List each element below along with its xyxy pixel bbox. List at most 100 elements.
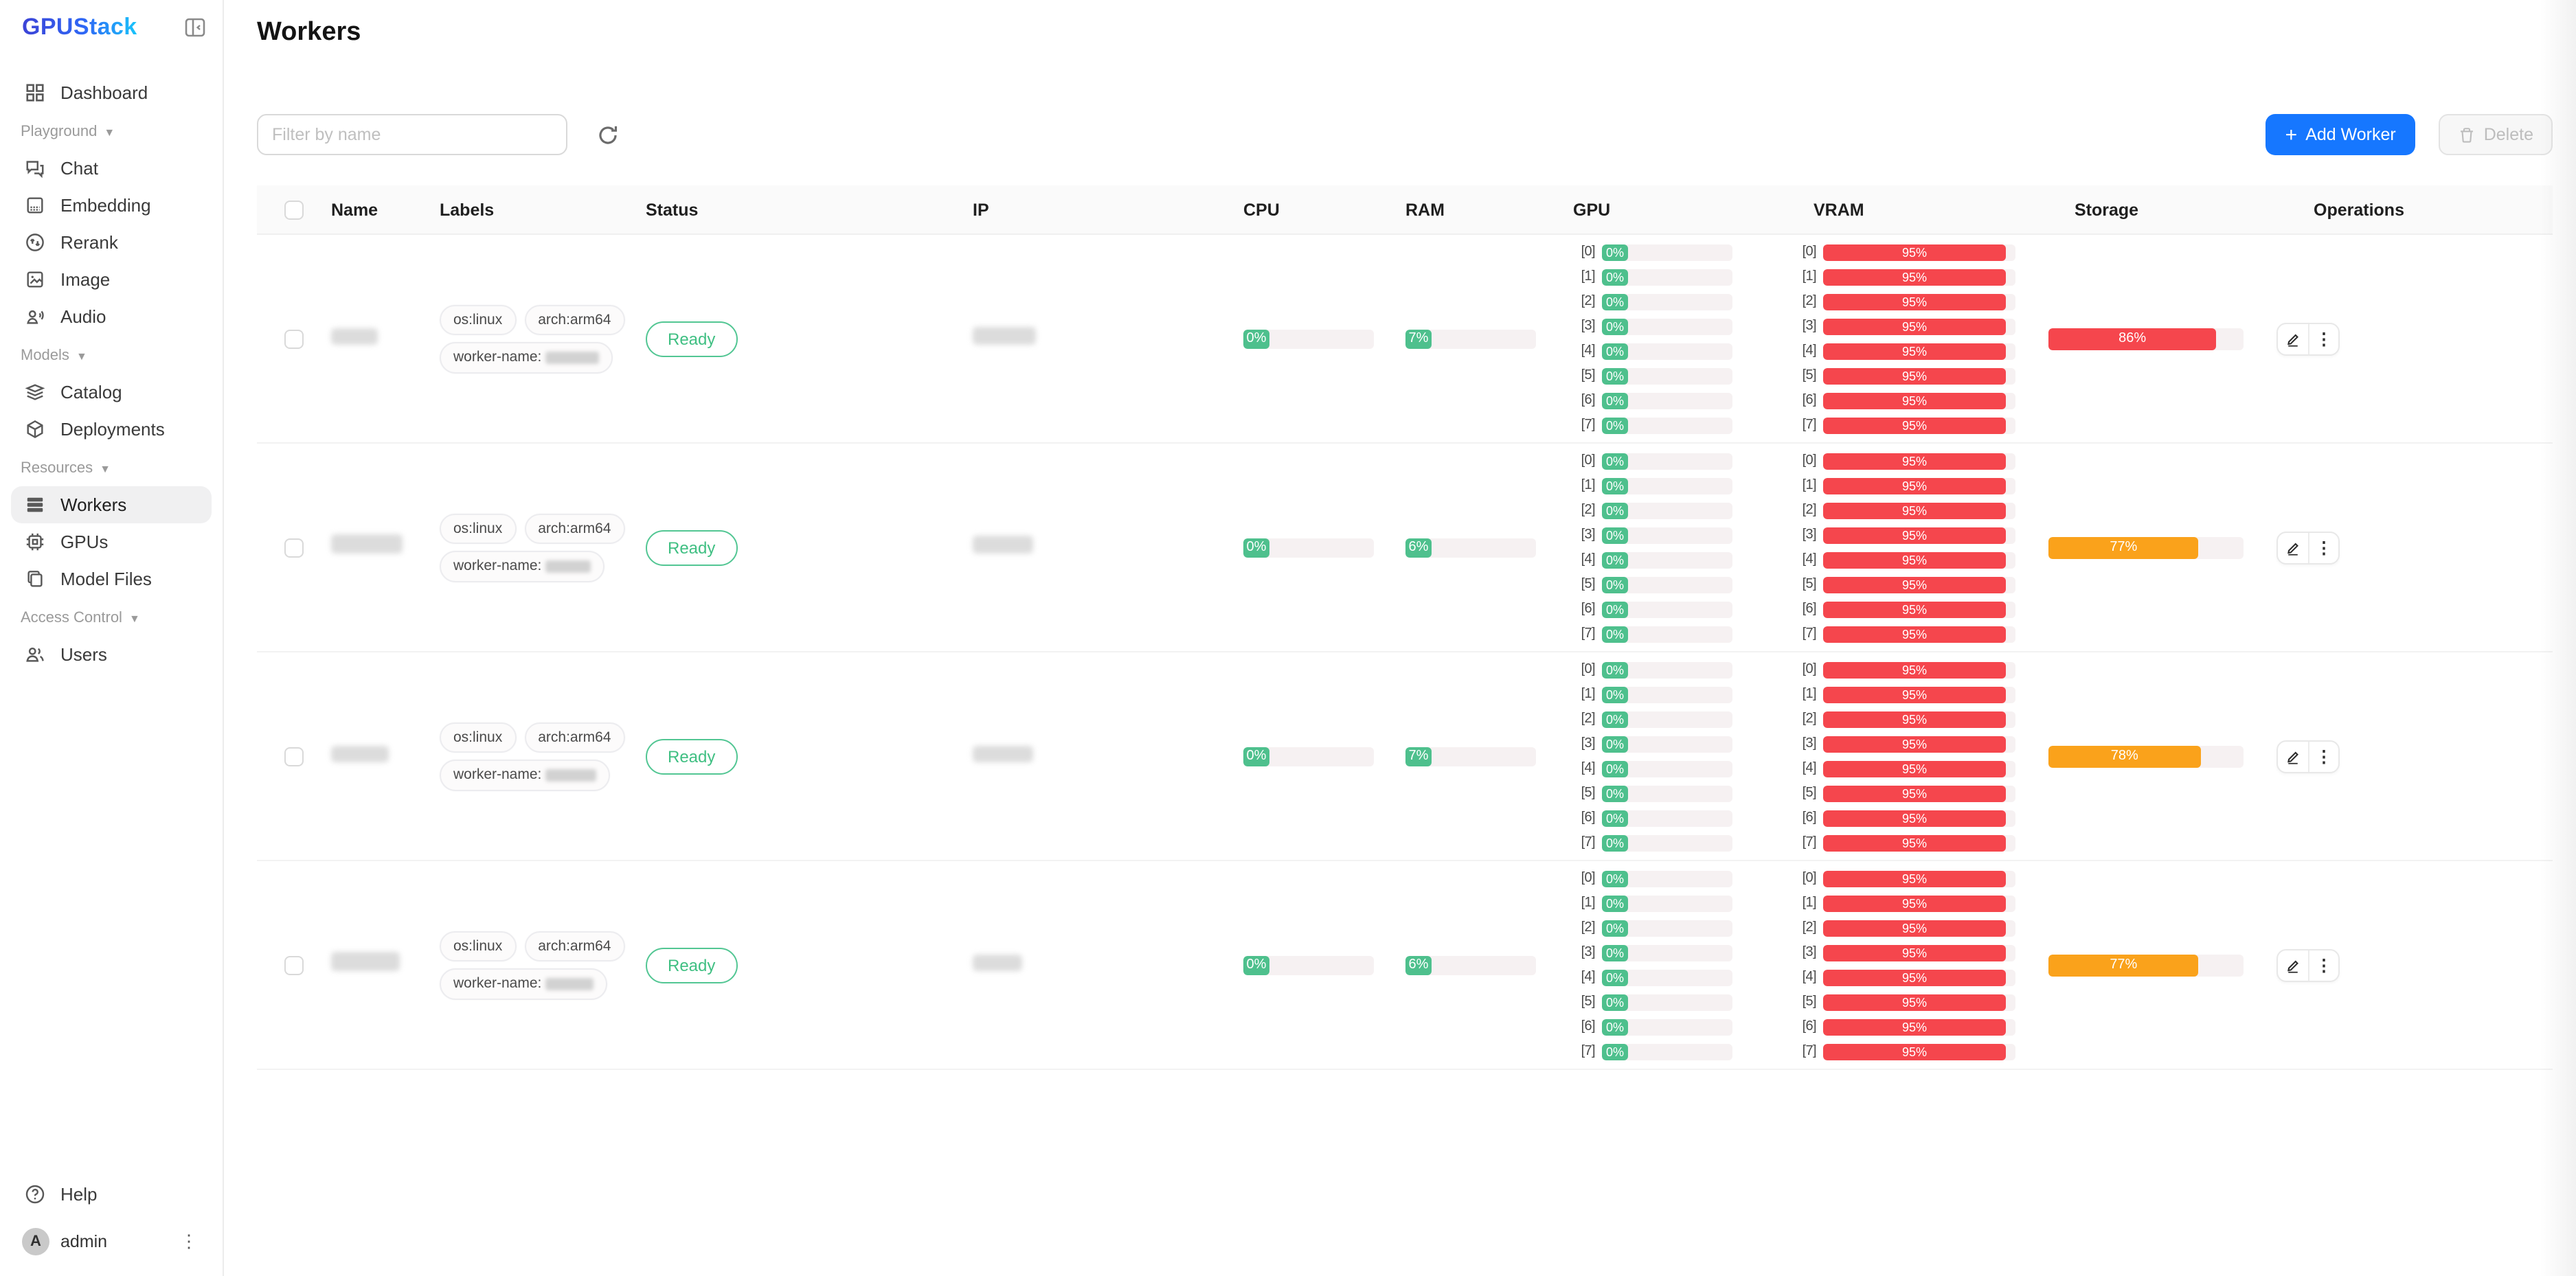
gpu-line: [6] 0% bbox=[1573, 810, 1794, 826]
vram-utilization-bar: 95% bbox=[1823, 1018, 2015, 1035]
storage-utilization-bar: 78% bbox=[2048, 745, 2244, 767]
col-header-status: Status bbox=[646, 200, 699, 219]
user-menu-kebab-icon[interactable]: ⋮ bbox=[180, 1231, 198, 1251]
ram-utilization-bar-fill: 6% bbox=[1405, 538, 1432, 557]
sidebar-item-dashboard[interactable]: Dashboard bbox=[11, 74, 212, 111]
vram-line: [2] 95% bbox=[1794, 920, 2048, 936]
gpu-utilization-bar: 0% bbox=[1602, 626, 1732, 642]
operations-cell: ⋮ bbox=[2276, 740, 2553, 773]
more-actions-button[interactable]: ⋮ bbox=[2308, 323, 2338, 354]
nav-group-resources[interactable]: Resources ▼ bbox=[21, 460, 111, 477]
sidebar-item-gpus[interactable]: GPUs bbox=[11, 523, 212, 560]
gpu-utilization-bar: 0% bbox=[1602, 760, 1732, 777]
row-checkbox[interactable] bbox=[284, 538, 304, 557]
row-checkbox[interactable] bbox=[284, 747, 304, 766]
ip-redacted bbox=[973, 954, 1022, 970]
edit-button[interactable] bbox=[2278, 532, 2308, 562]
gpu-utilization-bar-fill: 0% bbox=[1602, 686, 1628, 703]
sidebar-item-embedding[interactable]: Embedding bbox=[11, 187, 212, 224]
labels-cell: os:linux arch:arm64 worker-name: bbox=[440, 513, 646, 582]
gpu-cell: [0] 0% [1] 0% [2] 0% [3] 0% [4] 0% [5] 0% [6] 0% [7] 0% bbox=[1573, 244, 1794, 433]
sidebar-item-deployments[interactable]: Deployments bbox=[11, 411, 212, 448]
sidebar-item-label: Image bbox=[60, 269, 111, 290]
sidebar-item-rerank[interactable]: Rerank bbox=[11, 224, 212, 261]
sidebar-item-catalog[interactable]: Catalog bbox=[11, 374, 212, 411]
vram-line: [6] 95% bbox=[1794, 392, 2048, 409]
refresh-icon[interactable] bbox=[592, 119, 622, 150]
gpu-index: [6] bbox=[1581, 602, 1596, 617]
gpu-line: [2] 0% bbox=[1573, 920, 1794, 936]
gpu-utilization-bar-fill: 0% bbox=[1602, 870, 1628, 887]
ip-redacted bbox=[973, 535, 1033, 553]
edit-button[interactable] bbox=[2278, 950, 2308, 980]
gpu-utilization-bar: 0% bbox=[1602, 895, 1732, 911]
filter-input[interactable] bbox=[257, 114, 567, 155]
gpu-line: [3] 0% bbox=[1573, 318, 1794, 334]
col-header-storage: Storage bbox=[2075, 200, 2139, 219]
more-actions-button[interactable]: ⋮ bbox=[2308, 950, 2338, 980]
image-icon bbox=[25, 269, 45, 290]
gpu-utilization-bar: 0% bbox=[1602, 318, 1732, 334]
gpu-line: [0] 0% bbox=[1573, 661, 1794, 678]
add-worker-button[interactable]: + Add Worker bbox=[2266, 114, 2415, 155]
more-actions-button[interactable]: ⋮ bbox=[2308, 532, 2338, 562]
labels-cell: os:linux arch:arm64 worker-name: bbox=[440, 304, 646, 373]
chevron-down-icon: ▼ bbox=[104, 126, 115, 138]
gpu-index: [3] bbox=[1581, 527, 1596, 543]
cpu-cell: 0% bbox=[1243, 955, 1405, 975]
storage-utilization-bar-fill: 86% bbox=[2048, 328, 2217, 350]
sidebar-item-workers[interactable]: Workers bbox=[11, 486, 212, 523]
nav-group-access-control[interactable]: Access Control ▼ bbox=[21, 610, 140, 626]
vram-utilization-bar: 95% bbox=[1823, 601, 2015, 617]
vram-utilization-bar: 95% bbox=[1823, 920, 2015, 936]
gpu-index: [3] bbox=[1581, 319, 1596, 334]
vram-utilization-bar-fill: 95% bbox=[1823, 244, 2006, 260]
sidebar-item-image[interactable]: Image bbox=[11, 261, 212, 298]
row-checkbox[interactable] bbox=[284, 955, 304, 975]
more-actions-button[interactable]: ⋮ bbox=[2308, 741, 2338, 771]
vram-utilization-bar-fill: 95% bbox=[1823, 661, 2006, 678]
vram-utilization-bar: 95% bbox=[1823, 551, 2015, 568]
user-row[interactable]: A admin ⋮ bbox=[11, 1221, 212, 1262]
gpu-utilization-bar: 0% bbox=[1602, 994, 1732, 1010]
vram-utilization-bar-fill: 95% bbox=[1823, 269, 2006, 285]
gpu-utilization-bar: 0% bbox=[1602, 810, 1732, 826]
sidebar-item-model-files[interactable]: Model Files bbox=[11, 560, 212, 597]
main-content: Workers + Add Worker Delete bbox=[224, 0, 2576, 1276]
operations-cell: ⋮ bbox=[2276, 322, 2553, 355]
sidebar-item-label: Catalog bbox=[60, 382, 122, 402]
nav-group-playground[interactable]: Playground ▼ bbox=[21, 124, 115, 140]
edit-button[interactable] bbox=[2278, 323, 2308, 354]
gpu-utilization-bar-fill: 0% bbox=[1602, 343, 1628, 359]
row-checkbox-cell bbox=[257, 955, 331, 975]
pencil-icon bbox=[2287, 333, 2298, 346]
label-pills-line: os:linux arch:arm64 bbox=[440, 931, 625, 961]
edit-button[interactable] bbox=[2278, 741, 2308, 771]
label-pill: arch:arm64 bbox=[524, 722, 625, 753]
vram-utilization-bar: 95% bbox=[1823, 969, 2015, 986]
cpu-utilization-bar: 0% bbox=[1243, 955, 1374, 975]
chat-icon bbox=[25, 158, 45, 179]
gpu-utilization-bar-fill: 0% bbox=[1602, 367, 1628, 384]
delete-button[interactable]: Delete bbox=[2438, 114, 2553, 155]
cpu-cell: 0% bbox=[1243, 538, 1405, 557]
sidebar-item-chat[interactable]: Chat bbox=[11, 150, 212, 187]
chevron-down-icon: ▼ bbox=[76, 350, 87, 362]
gpu-line: [3] 0% bbox=[1573, 944, 1794, 961]
table-row: os:linux arch:arm64 worker-name: Ready 0% 7% [… bbox=[257, 235, 2553, 444]
gpu-line: [0] 0% bbox=[1573, 453, 1794, 469]
vram-index: [0] bbox=[1802, 871, 1817, 886]
gpu-index: [2] bbox=[1581, 711, 1596, 727]
row-checkbox[interactable] bbox=[284, 329, 304, 348]
nav-group-models[interactable]: Models ▼ bbox=[21, 348, 87, 364]
sidebar-item-users[interactable]: Users bbox=[11, 636, 212, 673]
cpu-cell: 0% bbox=[1243, 747, 1405, 766]
gpu-line: [4] 0% bbox=[1573, 760, 1794, 777]
gpu-utilization-bar-fill: 0% bbox=[1602, 969, 1628, 986]
vram-index: [2] bbox=[1802, 920, 1817, 935]
select-all-checkbox[interactable] bbox=[284, 200, 304, 219]
sidebar-item-help[interactable]: Help bbox=[11, 1176, 212, 1213]
vram-utilization-bar: 95% bbox=[1823, 785, 2015, 801]
sidebar-item-audio[interactable]: Audio bbox=[11, 298, 212, 335]
sidebar-collapse-icon[interactable] bbox=[184, 16, 206, 38]
